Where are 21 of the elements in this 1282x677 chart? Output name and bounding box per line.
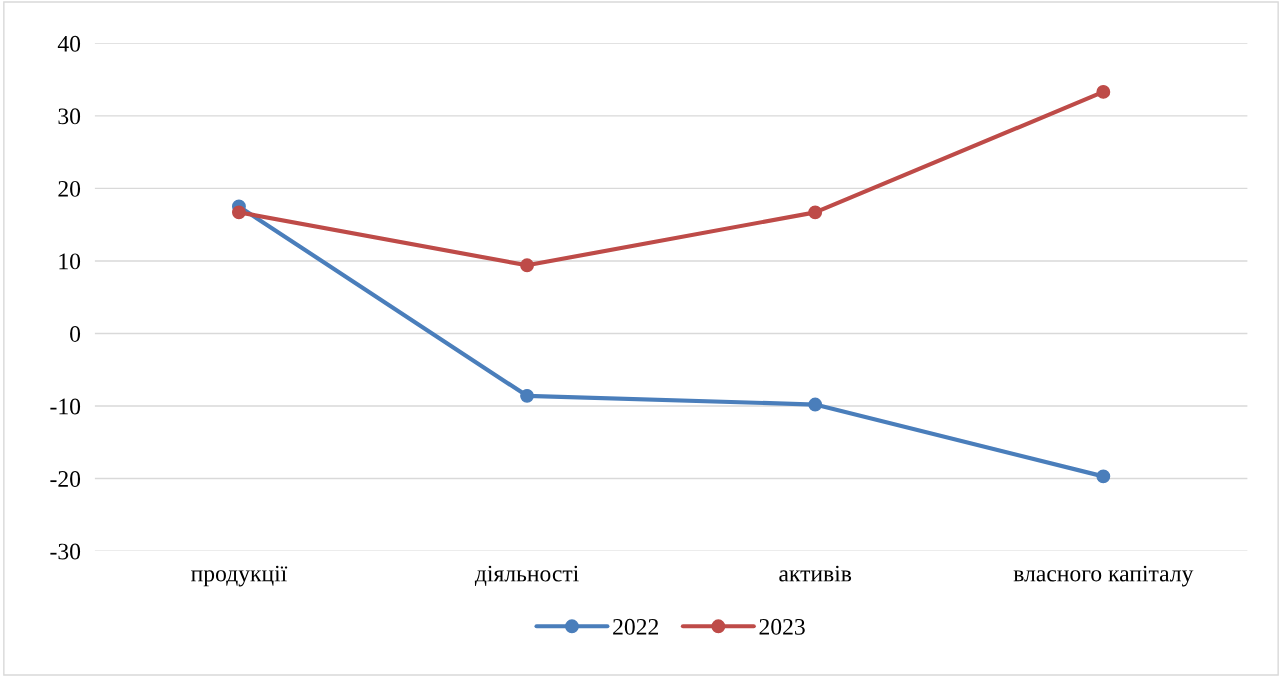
point (1096, 84, 1111, 99)
y-tick-label: 10 (59, 253, 81, 270)
y-tick-label: 20 (58, 180, 81, 197)
point (1096, 469, 1111, 484)
x-tick-label: діяльності (474, 565, 579, 586)
legend-label: 2023 (759, 618, 805, 635)
y-tick-label: 40 (57, 35, 81, 52)
x-tick-label: власного капіталу (1013, 565, 1194, 587)
legend-label: 2022 (613, 618, 659, 635)
point (808, 397, 823, 412)
x-tick-label: активів (779, 565, 852, 582)
y-tick-label: 30 (58, 108, 81, 125)
y-tick-label: -10 (50, 398, 81, 415)
y-tick-label: -20 (50, 471, 81, 487)
point (520, 388, 535, 403)
point (520, 258, 535, 273)
y-tick-label: -30 (50, 543, 81, 560)
x-tick-label: продукції (191, 565, 288, 587)
point (808, 205, 823, 220)
y-tick-label: 0 (70, 325, 81, 342)
point (231, 205, 246, 220)
